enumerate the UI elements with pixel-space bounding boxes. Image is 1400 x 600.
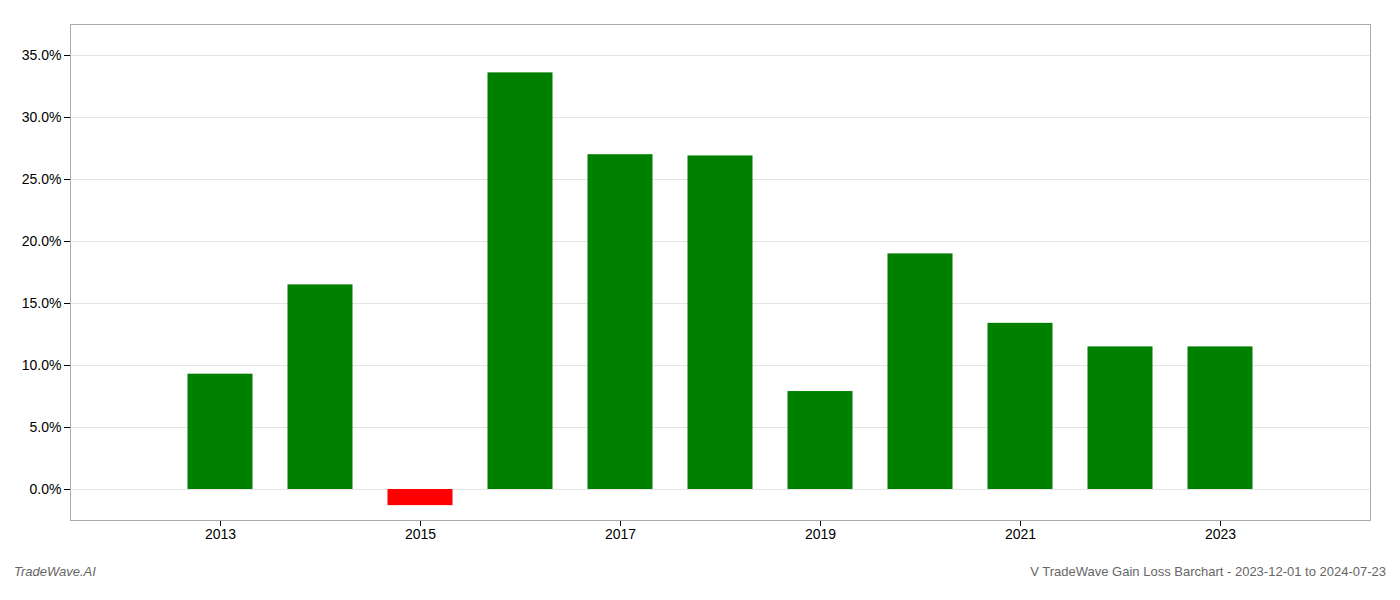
svg-text:20.0%: 20.0%: [22, 233, 62, 249]
svg-text:25.0%: 25.0%: [22, 171, 62, 187]
svg-text:2013: 2013: [205, 526, 236, 542]
svg-text:30.0%: 30.0%: [22, 109, 62, 125]
svg-text:2023: 2023: [1205, 526, 1236, 542]
svg-text:2017: 2017: [605, 526, 636, 542]
svg-text:2021: 2021: [1005, 526, 1036, 542]
svg-text:10.0%: 10.0%: [22, 357, 62, 373]
svg-text:5.0%: 5.0%: [30, 419, 62, 435]
svg-text:2015: 2015: [405, 526, 436, 542]
html-text:V TradeWave Gain Loss Barchart: V TradeWave Gain Loss Barchart - 2023-12…: [1030, 564, 1386, 579]
svg-text:15.0%: 15.0%: [22, 295, 62, 311]
svg-text:0.0%: 0.0%: [30, 481, 62, 497]
svg-text:35.0%: 35.0%: [22, 47, 62, 63]
svg-text:2019: 2019: [805, 526, 836, 542]
html-text:TradeWave.AI: TradeWave.AI: [14, 564, 96, 579]
